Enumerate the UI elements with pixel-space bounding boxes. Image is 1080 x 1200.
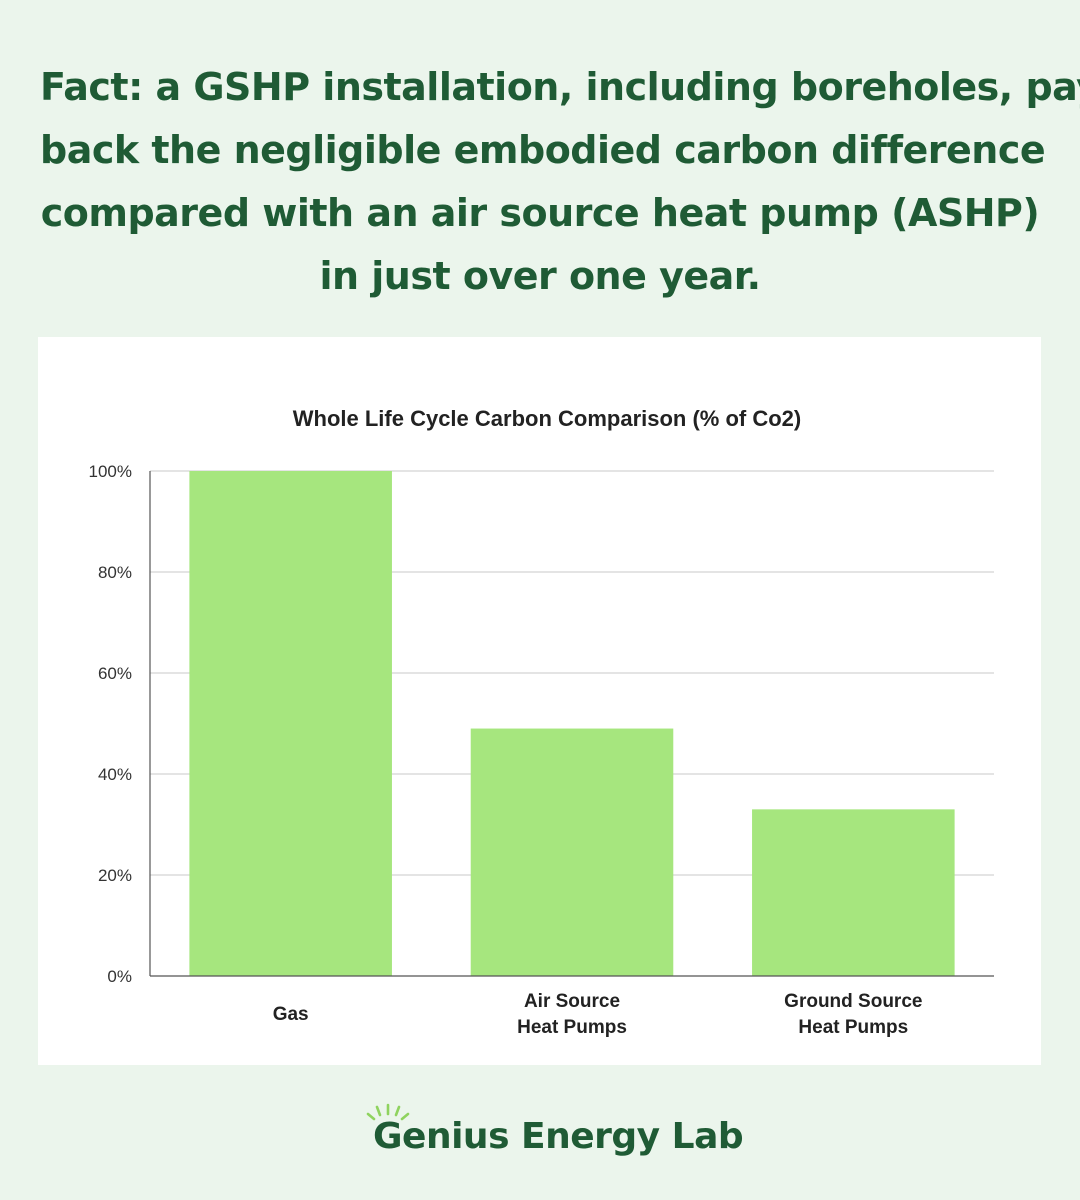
x-tick-label: Gas: [273, 1004, 309, 1025]
chart-title: Whole Life Cycle Carbon Comparison (% of…: [293, 406, 801, 431]
x-tick-label: Heat Pumps: [798, 1017, 908, 1038]
bar-chart: Whole Life Cycle Carbon Comparison (% of…: [89, 406, 994, 1038]
y-tick-label: 0%: [107, 967, 132, 986]
y-tick-label: 60%: [98, 664, 132, 683]
y-tick-label: 100%: [89, 462, 132, 481]
y-tick-label: 80%: [98, 563, 132, 582]
y-tick-label: 40%: [98, 765, 132, 784]
x-tick-label: Ground Source: [784, 991, 922, 1012]
x-tick-label: Air Source: [524, 991, 620, 1012]
sun-rays-icon: [366, 1103, 410, 1121]
bar-1: [470, 728, 674, 976]
brand-name: Genius Energy Lab: [373, 1116, 744, 1157]
headline: Fact: a GSHP installation, including bor…: [40, 56, 1080, 308]
headline-line: in just over one year.: [319, 254, 761, 298]
headline-line: Fact: a GSHP installation, including bor…: [40, 65, 1080, 109]
chart-card: Whole Life Cycle Carbon Comparison (% of…: [38, 337, 1041, 1065]
x-tick-label: Heat Pumps: [517, 1017, 627, 1038]
brand-footer: Genius Energy Lab: [0, 1100, 1080, 1170]
headline-line: compared with an air source heat pump (A…: [40, 191, 1040, 235]
headline-line: back the negligible embodied carbon diff…: [40, 128, 1046, 172]
y-tick-label: 20%: [98, 866, 132, 885]
bar-0: [189, 471, 392, 976]
bar-2: [752, 809, 955, 976]
